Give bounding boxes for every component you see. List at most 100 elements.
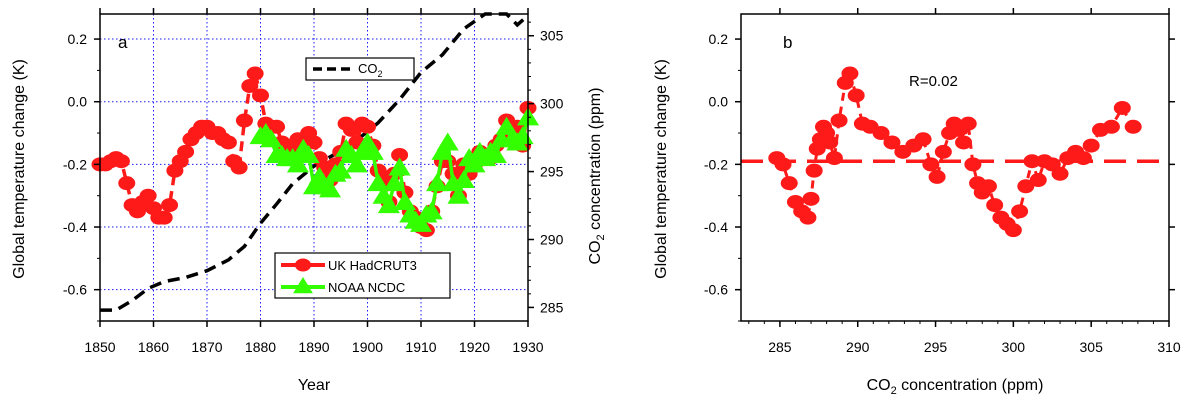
b-xlabel-main: CO [867, 377, 891, 394]
y-tick-label: -0.2 [704, 156, 728, 172]
scatter-point [1074, 151, 1092, 166]
scatter-point [872, 126, 890, 141]
panel-b-ticks: 285 290 295 300 305 310 -0.6 -0.4 -0.2 0.0 0.2 [704, 8, 1181, 355]
uk-legend-label: UK HadCRUT3 [328, 258, 417, 273]
scatter-points [768, 66, 1142, 238]
y-right-tick-label: 305 [540, 28, 564, 44]
scatter-point [979, 179, 997, 194]
uk-legend-swatch-marker [295, 258, 311, 272]
scatter-point [883, 135, 901, 150]
scatter-point [1124, 119, 1142, 134]
panel-b-plot-frame [740, 13, 1170, 322]
co2-legend-box [305, 57, 415, 81]
x-tick-label: 1890 [298, 339, 329, 355]
co2-legend-label: CO2 [358, 61, 383, 79]
uk-hadcrut3-point [359, 119, 376, 134]
panel-b-y-axis-label: Global temperature change (K) [653, 59, 670, 279]
uk-hadcrut3-point [112, 154, 130, 169]
x-tick-label: 1880 [245, 339, 276, 355]
y-tick-label: -0.4 [704, 219, 728, 235]
scatter-point [914, 132, 932, 147]
scatter-point [799, 210, 817, 225]
scatter-point [964, 157, 982, 172]
scatter-point [841, 66, 859, 81]
y-right-tick-label: 295 [540, 164, 564, 180]
series-legend: UK HadCRUT3 NOAA NCDC [274, 252, 451, 299]
uk-hadcrut3-point [118, 176, 136, 191]
scatter-point [847, 88, 865, 103]
x-tick-label: 1930 [512, 339, 543, 355]
y-right-tick-label: 285 [540, 299, 564, 315]
right-label-sub: 2 [595, 234, 607, 240]
panel-a-ticks: 1850 1860 1870 1880 1890 1900 1910 1920 1930 -0.6… [63, 8, 564, 355]
scatter-point [959, 116, 977, 131]
scatter-point [1051, 166, 1069, 181]
uk-hadcrut3-point [305, 135, 323, 150]
noaa-ncdc-point [297, 144, 320, 163]
scatter-point [1011, 204, 1029, 219]
uk-hadcrut3-point [241, 79, 259, 94]
y-left-tick-label: -0.6 [63, 282, 87, 298]
co2-legend-label-sub: 2 [378, 69, 383, 79]
panel-a-letter: a [118, 33, 128, 52]
x-tick-label: 285 [768, 339, 792, 355]
x-tick-label: 1920 [459, 339, 490, 355]
x-tick-label: 1850 [84, 339, 115, 355]
noaa-legend-label: NOAA NCDC [328, 280, 405, 295]
uk-hadcrut3-point [235, 113, 253, 128]
scatter-point [825, 151, 843, 166]
noaa-ncdc-point [452, 170, 475, 189]
noaa-ncdc-point [463, 154, 486, 173]
noaa-ncdc-point [420, 201, 443, 220]
scatter-point [774, 157, 792, 172]
scatter-point [934, 144, 952, 159]
x-tick-label: 1860 [138, 339, 169, 355]
noaa-ncdc-point [377, 195, 400, 214]
y-left-tick-label: 0.0 [68, 94, 88, 110]
co2-line [100, 12, 530, 312]
noaa-ncdc-point [345, 154, 368, 173]
x-tick-label: 1900 [352, 339, 383, 355]
scatter-point [1029, 173, 1047, 188]
uk-hadcrut3-point [246, 66, 264, 81]
x-tick-label: 310 [1157, 339, 1181, 355]
panel-a: 1850 1860 1870 1880 1890 1900 1910 1920 1930 -0.6… [11, 8, 607, 394]
noaa-ncdc-point [329, 160, 352, 179]
uk-hadcrut3-point [230, 160, 248, 175]
scatter-point [928, 169, 946, 184]
x-tick-label: 300 [1002, 339, 1026, 355]
right-label-main: CO [587, 240, 604, 264]
scatter-point [805, 163, 823, 178]
scatter-point [802, 191, 820, 206]
x-tick-label: 290 [846, 339, 870, 355]
noaa-ncdc-point [383, 173, 406, 192]
b-xlabel-sub: 2 [891, 385, 897, 397]
x-tick-label: 295 [924, 339, 948, 355]
scatter-point [830, 113, 848, 128]
y-left-tick-label: 0.2 [68, 31, 88, 47]
panel-b-x-axis-label: CO2 concentration (ppm) [867, 377, 1044, 397]
noaa-ncdc-point [431, 141, 454, 160]
scatter-point [1082, 138, 1100, 153]
y-tick-label: 0.0 [709, 94, 729, 110]
y-left-tick-label: -0.4 [63, 219, 87, 235]
panel-a-y-axis-label-right: CO2 concentration (ppm) [587, 88, 607, 265]
co2-legend-label-main: CO [358, 61, 378, 76]
uk-hadcrut3-point [161, 198, 179, 213]
noaa-ncdc-point [286, 154, 309, 173]
x-tick-label: 305 [1080, 339, 1104, 355]
uk-hadcrut3-point [155, 210, 173, 225]
noaa-ncdc-point [388, 157, 411, 176]
scatter-point [1102, 119, 1120, 134]
right-label-tail: concentration (ppm) [587, 88, 604, 235]
scatter-point [821, 135, 839, 150]
scatter-point [955, 135, 973, 150]
noaa-ncdc-point [447, 185, 470, 204]
y-left-tick-label: -0.2 [63, 156, 87, 172]
y-tick-label: 0.2 [709, 31, 729, 47]
uk-hadcrut3-point [252, 88, 269, 103]
uk-hadcrut3-point [391, 147, 409, 162]
x-tick-label: 1910 [405, 339, 436, 355]
scatter-point [986, 198, 1004, 213]
